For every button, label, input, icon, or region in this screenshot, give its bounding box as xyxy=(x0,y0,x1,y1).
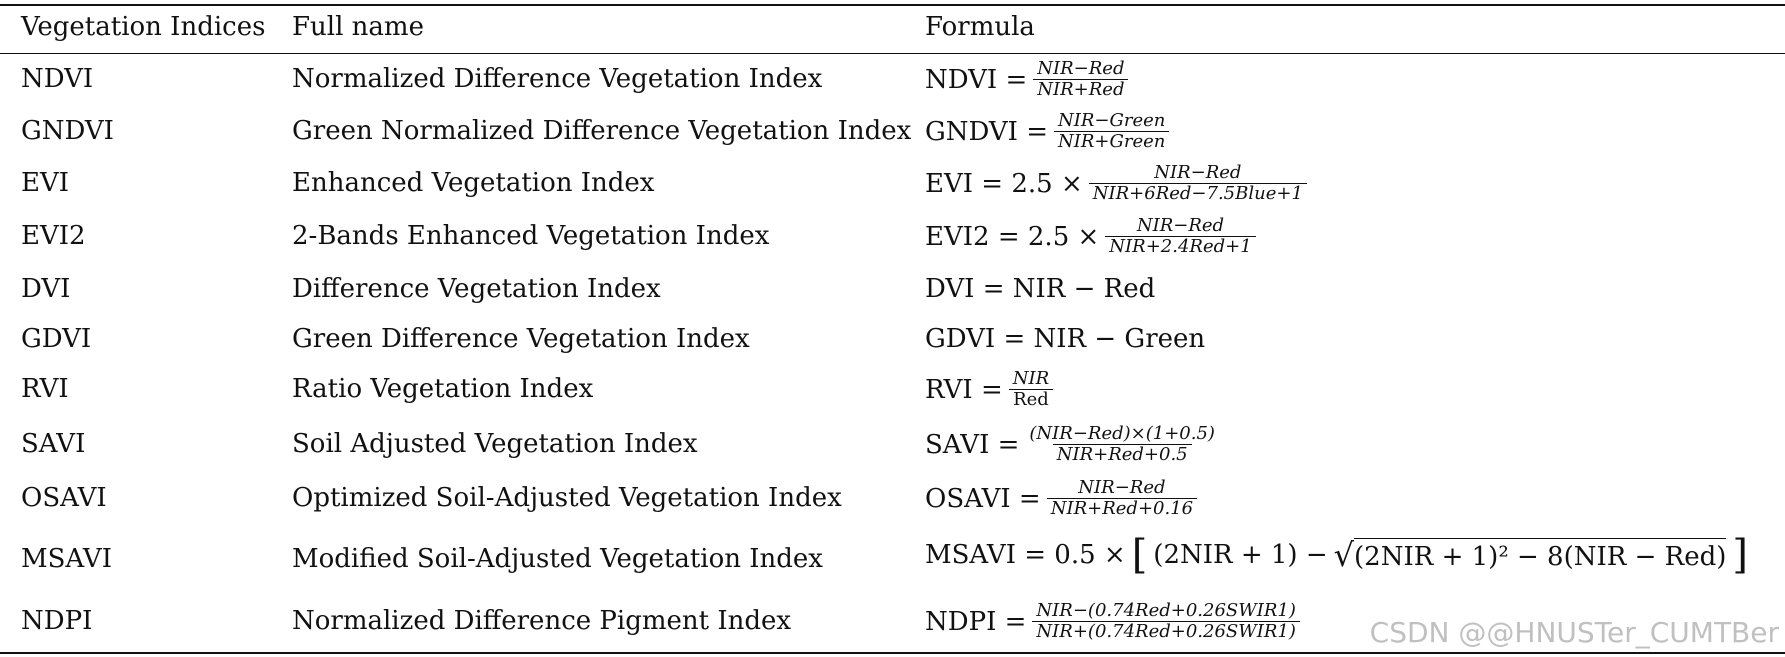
formula-term: (2NIR + 1) − xyxy=(1153,540,1328,570)
fraction-numerator: NIR−Green xyxy=(1058,110,1166,131)
table-bottom-rule xyxy=(0,652,1785,654)
row-abbr: SAVI xyxy=(21,429,86,459)
fraction-denominator: NIR+Red+0.5 xyxy=(1052,444,1192,464)
table-top-rule xyxy=(0,4,1785,6)
row-abbr: EVI xyxy=(21,168,70,198)
fraction-denominator: NIR+(0.74Red+0.26SWIR1) xyxy=(1032,621,1300,641)
formula-fraction: NIR−Red NIR+6Red−7.5Blue+1 xyxy=(1088,162,1307,203)
square-root: √ (2NIR + 1)² − 8(NIR − Red) xyxy=(1334,538,1727,572)
table-header-rule xyxy=(0,53,1785,54)
fraction-numerator: NIR−(0.74Red+0.26SWIR1) xyxy=(1036,600,1296,621)
row-abbr: NDPI xyxy=(21,606,93,636)
row-full-name: Ratio Vegetation Index xyxy=(292,374,594,404)
fraction-denominator: Red xyxy=(1009,389,1053,409)
fraction-denominator: NIR+6Red−7.5Blue+1 xyxy=(1088,183,1307,203)
row-formula: NDVI = NIR−Red NIR+Red xyxy=(925,58,1129,99)
radical-sign-icon: √ xyxy=(1333,536,1355,574)
fraction-numerator: NIR−Red xyxy=(1136,215,1225,236)
formula-fraction: NIR−Red NIR+Red+0.16 xyxy=(1046,477,1198,518)
row-full-name: Green Normalized Difference Vegetation I… xyxy=(292,116,912,146)
formula-lhs: MSAVI = 0.5 × xyxy=(925,540,1126,570)
formula-lhs: EVI2 = 2.5 × xyxy=(925,221,1100,252)
fraction-numerator: NIR xyxy=(1012,368,1050,389)
formula-lhs: NDVI = xyxy=(925,64,1028,95)
row-abbr: RVI xyxy=(21,374,69,404)
header-vegetation-indices: Vegetation Indices xyxy=(21,12,266,42)
row-full-name: Soil Adjusted Vegetation Index xyxy=(292,429,698,459)
row-full-name: Difference Vegetation Index xyxy=(292,274,661,304)
formula-lhs: RVI = xyxy=(925,374,1003,405)
row-formula: MSAVI = 0.5 × [ (2NIR + 1) − √ (2NIR + 1… xyxy=(925,532,1749,578)
row-formula: GNDVI = NIR−Green NIR+Green xyxy=(925,110,1170,151)
formula-fraction: NIR−Green NIR+Green xyxy=(1054,110,1170,151)
right-bracket: ] xyxy=(1732,532,1749,578)
fraction-numerator: NIR−Red xyxy=(1154,162,1242,183)
row-abbr: GDVI xyxy=(21,324,92,354)
row-full-name: Enhanced Vegetation Index xyxy=(292,168,655,198)
fraction-denominator: NIR+Green xyxy=(1054,131,1170,151)
radicand: (2NIR + 1)² − 8(NIR − Red) xyxy=(1354,538,1727,572)
formula-lhs: NDPI = xyxy=(925,606,1027,637)
fraction-numerator: NIR−Red xyxy=(1037,58,1125,79)
header-formula: Formula xyxy=(925,12,1035,42)
row-formula: DVI = NIR − Red xyxy=(925,274,1156,304)
row-formula: OSAVI = NIR−Red NIR+Red+0.16 xyxy=(925,477,1198,518)
formula-fraction: NIR−(0.74Red+0.26SWIR1) NIR+(0.74Red+0.2… xyxy=(1032,600,1300,641)
header-full-name: Full name xyxy=(292,12,424,42)
formula-fraction: (NIR−Red)×(1+0.5) NIR+Red+0.5 xyxy=(1025,425,1219,464)
left-bracket: [ xyxy=(1131,532,1148,578)
formula-fraction: NIR−Red NIR+2.4Red+1 xyxy=(1105,215,1256,256)
watermark-text: CSDN @@HNUSTer_CUMTBer xyxy=(1369,616,1779,649)
row-abbr: EVI2 xyxy=(21,221,86,251)
formula-lhs: GNDVI = xyxy=(925,116,1049,147)
formula-lhs: EVI = 2.5 × xyxy=(925,168,1083,199)
row-full-name: Modified Soil-Adjusted Vegetation Index xyxy=(292,544,823,574)
formula-lhs: SAVI = xyxy=(925,429,1020,460)
fraction-denominator: NIR+Red xyxy=(1033,79,1129,99)
row-abbr: OSAVI xyxy=(21,483,107,513)
row-full-name: Optimized Soil-Adjusted Vegetation Index xyxy=(292,483,842,513)
formula-lhs: OSAVI = xyxy=(925,483,1041,514)
row-formula: EVI2 = 2.5 × NIR−Red NIR+2.4Red+1 xyxy=(925,217,1256,256)
formula-fraction: NIR Red xyxy=(1009,370,1053,409)
row-formula: EVI = 2.5 × NIR−Red NIR+6Red−7.5Blue+1 xyxy=(925,164,1307,203)
fraction-numerator: (NIR−Red)×(1+0.5) xyxy=(1029,423,1215,444)
row-abbr: MSAVI xyxy=(21,544,112,574)
fraction-denominator: NIR+2.4Red+1 xyxy=(1105,236,1256,256)
row-abbr: GNDVI xyxy=(21,116,114,146)
row-formula: GDVI = NIR − Green xyxy=(925,324,1206,354)
formula-fraction: NIR−Red NIR+Red xyxy=(1033,58,1129,99)
row-formula: NDPI = NIR−(0.74Red+0.26SWIR1) NIR+(0.74… xyxy=(925,602,1300,641)
fraction-denominator: NIR+Red+0.16 xyxy=(1046,498,1198,518)
row-full-name: Normalized Difference Pigment Index xyxy=(292,606,792,636)
row-formula: RVI = NIR Red xyxy=(925,370,1053,409)
row-formula: SAVI = (NIR−Red)×(1+0.5) NIR+Red+0.5 xyxy=(925,425,1219,464)
row-abbr: DVI xyxy=(21,274,71,304)
row-full-name: Green Difference Vegetation Index xyxy=(292,324,750,354)
row-abbr: NDVI xyxy=(21,64,94,94)
fraction-numerator: NIR−Red xyxy=(1078,477,1166,498)
row-full-name: Normalized Difference Vegetation Index xyxy=(292,64,823,94)
row-full-name: 2-Bands Enhanced Vegetation Index xyxy=(292,221,770,251)
